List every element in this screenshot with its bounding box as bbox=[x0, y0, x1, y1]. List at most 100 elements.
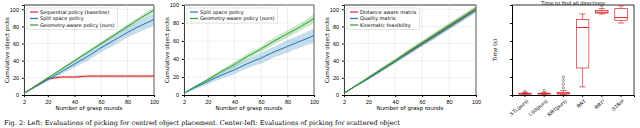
y-tick-mark bbox=[342, 61, 344, 62]
y-axis-line bbox=[510, 6, 513, 96]
grid-line bbox=[344, 60, 476, 61]
y-tick: 60 bbox=[173, 38, 184, 44]
x-tick-mark bbox=[287, 95, 288, 97]
x-tick-mark bbox=[449, 95, 450, 97]
x-tick-mark bbox=[621, 95, 622, 97]
legend-label: Kinematic feasibility bbox=[360, 22, 411, 29]
series-line bbox=[24, 20, 154, 94]
y-tick: 20 bbox=[173, 74, 184, 80]
x-tick: 60 bbox=[258, 95, 264, 105]
grid-line bbox=[344, 43, 476, 44]
frame bbox=[476, 5, 477, 95]
x-tick-mark bbox=[524, 95, 525, 97]
y-tick: 100 bbox=[10, 7, 24, 13]
grid-line bbox=[449, 5, 450, 95]
y-tick: 100 bbox=[330, 7, 344, 13]
grid-line bbox=[184, 5, 185, 95]
x-tick-label: 80 bbox=[446, 99, 452, 105]
y-tick-mark bbox=[22, 78, 24, 79]
whisker-cap bbox=[618, 5, 624, 6]
figure: 0 20 40 60 80 100 Cumulative object picks 2 20 40… bbox=[0, 0, 640, 128]
outlier bbox=[543, 89, 545, 91]
median bbox=[557, 93, 569, 94]
box bbox=[557, 76, 569, 95]
x-tick-mark bbox=[395, 95, 396, 97]
whisker-cap bbox=[618, 23, 624, 24]
x-axis-line bbox=[185, 96, 315, 98]
frame bbox=[24, 5, 154, 6]
y-tick: 80 bbox=[13, 24, 24, 30]
x-tick-mark bbox=[74, 95, 75, 97]
y-tick bbox=[510, 59, 512, 60]
x-tick-mark bbox=[476, 95, 477, 97]
x-tick-mark bbox=[314, 95, 315, 97]
legend-swatch bbox=[190, 11, 198, 12]
x-tick-label: STL(ours) bbox=[508, 98, 529, 117]
x-tick-label: 40 bbox=[232, 99, 238, 105]
x-tick-label: 20 bbox=[205, 99, 211, 105]
x-tick-mark bbox=[101, 95, 102, 97]
y-tick-label: 60 bbox=[13, 41, 19, 47]
error-band bbox=[344, 6, 476, 94]
y-axis-title: Time (s) bbox=[492, 39, 498, 62]
plot-area bbox=[24, 8, 154, 94]
x-tick-label: RRT bbox=[575, 98, 587, 109]
legend-box bbox=[27, 8, 118, 30]
whisker-cap bbox=[541, 92, 547, 93]
panel: 020406080100Cumulative object picks22040… bbox=[324, 5, 481, 112]
x-tick-label: 80 bbox=[285, 99, 291, 105]
grid-line bbox=[344, 77, 476, 78]
y-tick-mark bbox=[342, 78, 344, 79]
box bbox=[596, 5, 608, 14]
y-tick bbox=[510, 77, 512, 78]
y-tick-mark bbox=[182, 41, 184, 42]
y-tick: 40 bbox=[173, 56, 184, 62]
x-tick: 2 bbox=[183, 95, 186, 105]
series-line bbox=[24, 10, 154, 93]
y-tick-mark bbox=[342, 44, 344, 45]
y-tick-label: 80 bbox=[13, 24, 19, 30]
grid-line bbox=[476, 5, 477, 95]
series-line bbox=[24, 76, 154, 93]
y-tick-mark bbox=[22, 26, 24, 27]
median bbox=[538, 93, 550, 94]
box-body bbox=[615, 9, 627, 21]
legend-swatch bbox=[350, 18, 358, 19]
error-band bbox=[24, 8, 154, 94]
x-axis-line bbox=[25, 96, 155, 98]
x-tick-label: 60 bbox=[258, 99, 264, 105]
legend-label: Distance aware matrix bbox=[360, 9, 417, 15]
y-tick-label: 0 bbox=[16, 92, 19, 98]
y-tick-mark bbox=[342, 26, 344, 27]
y-tick: 40 bbox=[13, 58, 24, 64]
legend: Split space policyGeometry-aware policy … bbox=[187, 8, 278, 23]
x-tick-mark bbox=[48, 95, 49, 97]
x-tick: 2 bbox=[343, 95, 346, 105]
y-tick-label: 80 bbox=[333, 24, 339, 30]
legend-label: Geometry-aware policy (ours) bbox=[40, 22, 115, 29]
x-tick-label: 100 bbox=[472, 99, 481, 105]
panel: 020406080100Cumulative object picks22040… bbox=[4, 5, 159, 112]
y-axis-line bbox=[342, 6, 345, 96]
x-tick-mark bbox=[601, 95, 602, 97]
grid bbox=[344, 5, 476, 95]
box-body bbox=[596, 10, 608, 13]
series-line bbox=[184, 19, 314, 94]
plot-area bbox=[519, 5, 628, 95]
outlier bbox=[524, 90, 526, 92]
y-tick-label: 40 bbox=[173, 56, 179, 62]
x-tick: RRT* bbox=[593, 95, 606, 110]
y-axis-title: Cumulative object picks bbox=[324, 17, 331, 83]
x-tick: 40 bbox=[232, 95, 238, 105]
y-tick: 60 bbox=[333, 41, 344, 47]
legend-item: Geometry-aware policy (ours) bbox=[30, 22, 115, 29]
x-tick-mark bbox=[24, 95, 25, 97]
outlier bbox=[562, 87, 564, 89]
x-tick-mark bbox=[544, 95, 545, 97]
y-tick-mark bbox=[510, 23, 512, 24]
x-tick-label: 40 bbox=[72, 99, 78, 105]
grid bbox=[24, 5, 154, 95]
y-tick-label: 100 bbox=[330, 7, 339, 13]
box-body bbox=[576, 19, 588, 68]
y-tick: 20 bbox=[13, 75, 24, 81]
